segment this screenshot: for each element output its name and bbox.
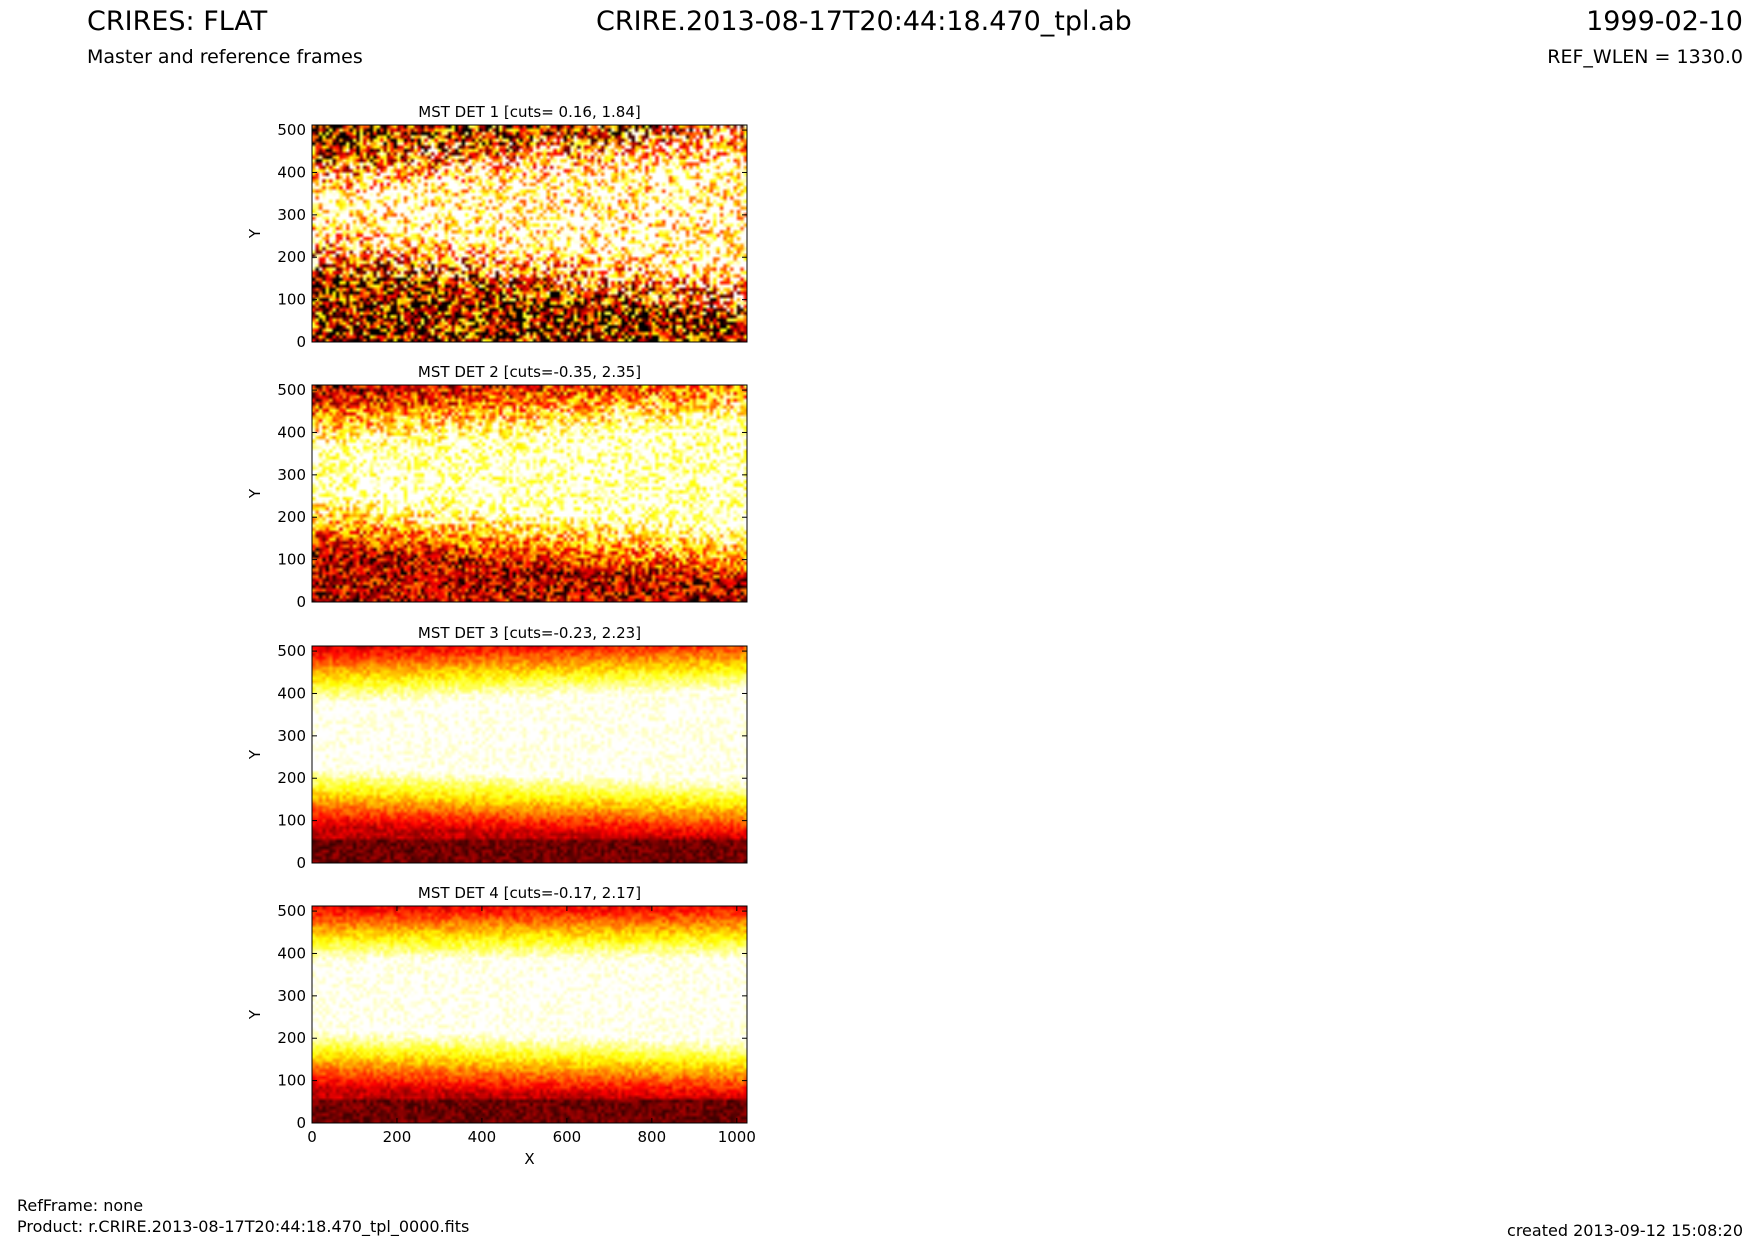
x-tick-label: 0 [307, 1128, 317, 1146]
footer-refframe: RefFrame: none [17, 1196, 144, 1215]
plot-panel-3: MST DET 3 [cuts=-0.23, 2.23] 0 100 200 300 40… [246, 624, 748, 872]
plot-frame [311, 384, 748, 603]
title-left: CRIRES: FLAT [87, 6, 268, 37]
plot-frame [311, 124, 748, 343]
y-tick-label: 0 [296, 1114, 306, 1132]
x-tick-label: 200 [383, 1128, 412, 1146]
y-axis-label: Y [246, 228, 264, 239]
y-tick-label: 100 [277, 291, 306, 309]
y-axis-label: Y [246, 1009, 264, 1020]
x-tick-label: 400 [468, 1128, 497, 1146]
plot-title: MST DET 2 [cuts=-0.35, 2.35] [418, 363, 641, 381]
y-tick-label: 500 [277, 902, 306, 920]
plot-panel-4: MST DET 4 [cuts=-0.17, 2.17] 0 100 200 300 40… [246, 884, 756, 1168]
y-axis-label: Y [246, 749, 264, 760]
y-axis-label: Y [246, 488, 264, 499]
plot-frame [311, 905, 748, 1124]
y-tick-label: 0 [296, 854, 306, 872]
title-center: CRIRE.2013-08-17T20:44:18.470_tpl.ab [596, 6, 1132, 37]
subtitle-left: Master and reference frames [87, 46, 363, 68]
y-tick-label: 200 [277, 769, 306, 787]
heatmap-image [312, 385, 747, 602]
y-tick-label: 300 [277, 466, 306, 484]
y-tick-label: 500 [277, 381, 306, 399]
plot-title: MST DET 1 [cuts= 0.16, 1.84] [418, 103, 641, 121]
y-tick-label: 200 [277, 248, 306, 266]
x-tick-label: 1000 [718, 1128, 756, 1146]
y-tick-label: 400 [277, 684, 306, 702]
y-tick-label: 100 [277, 551, 306, 569]
y-tick-label: 200 [277, 508, 306, 526]
plot-frame [311, 645, 748, 864]
x-tick-label: 800 [638, 1128, 667, 1146]
y-tick-label: 0 [296, 593, 306, 611]
footer-created: created 2013-09-12 15:08:20 [1507, 1221, 1743, 1240]
x-tick-label: 600 [553, 1128, 582, 1146]
y-tick-label: 400 [277, 163, 306, 181]
x-axis-label: X [524, 1150, 534, 1168]
plot-panel-2: MST DET 2 [cuts=-0.35, 2.35] 0 100 200 300 40… [246, 363, 748, 611]
y-tick-label: 300 [277, 727, 306, 745]
y-tick-label: 0 [296, 333, 306, 351]
heatmap-image [312, 906, 747, 1123]
y-tick-label: 400 [277, 944, 306, 962]
plot-panel-1: MST DET 1 [cuts= 0.16, 1.84] 0 100 200 300 40… [246, 103, 748, 351]
y-tick-label: 300 [277, 206, 306, 224]
heatmap-image [312, 646, 747, 863]
plot-title: MST DET 3 [cuts=-0.23, 2.23] [418, 624, 641, 642]
plot-title: MST DET 4 [cuts=-0.17, 2.17] [418, 884, 641, 902]
heatmap-image [312, 125, 747, 342]
y-tick-label: 300 [277, 987, 306, 1005]
title-right: 1999-02-10 [1586, 6, 1743, 37]
y-tick-label: 500 [277, 642, 306, 660]
y-tick-label: 100 [277, 1072, 306, 1090]
subtitle-right: REF_WLEN = 1330.0 [1547, 46, 1743, 68]
y-tick-label: 100 [277, 812, 306, 830]
y-tick-label: 400 [277, 423, 306, 441]
footer-product: Product: r.CRIRE.2013-08-17T20:44:18.470… [17, 1217, 470, 1236]
y-tick-label: 200 [277, 1029, 306, 1047]
y-tick-label: 500 [277, 121, 306, 139]
